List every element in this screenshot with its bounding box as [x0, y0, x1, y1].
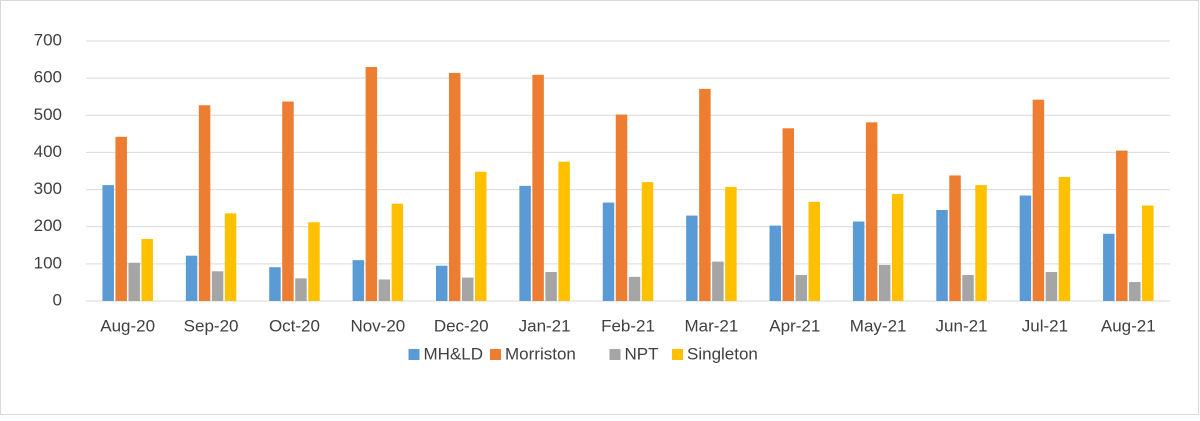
bar	[975, 185, 987, 301]
x-tick-label: Aug-21	[1101, 316, 1156, 335]
legend-swatch	[609, 349, 621, 360]
x-tick-label: Mar-21	[684, 316, 738, 335]
bar	[558, 161, 570, 301]
bar	[474, 171, 487, 301]
bar	[712, 261, 724, 301]
y-tick-label: 500	[34, 105, 62, 124]
bar	[602, 202, 615, 301]
bar	[699, 88, 711, 302]
x-tick-label: Nov-20	[350, 316, 405, 335]
bar	[782, 128, 795, 301]
bar	[308, 222, 320, 301]
bar	[141, 238, 153, 301]
bar	[1129, 282, 1141, 301]
bar	[641, 182, 654, 301]
legend-swatch	[408, 349, 420, 360]
bar	[1142, 205, 1154, 301]
y-tick-label: 0	[53, 290, 62, 309]
bar	[628, 276, 641, 301]
bar	[1058, 176, 1071, 301]
x-tick-label: Sep-20	[184, 316, 239, 335]
bar	[949, 175, 961, 301]
bar	[936, 210, 948, 301]
bar	[1032, 99, 1045, 301]
bar	[615, 114, 628, 302]
bar	[808, 201, 821, 301]
bar	[102, 185, 114, 301]
x-tick-label: Jul-21	[1022, 316, 1068, 335]
legend-label: MH&LD	[424, 344, 484, 363]
bar	[185, 255, 198, 301]
bar	[295, 278, 307, 301]
bar	[686, 215, 698, 301]
x-tick-label: Apr-21	[769, 316, 820, 335]
bar	[1045, 272, 1058, 301]
bar	[269, 267, 281, 301]
x-tick-label: Feb-21	[601, 316, 655, 335]
y-tick-label: 600	[34, 68, 62, 87]
x-tick-label: Oct-20	[269, 316, 320, 335]
bar	[461, 277, 474, 301]
legend-label: Singleton	[687, 344, 758, 363]
bar	[878, 264, 891, 301]
bar	[211, 271, 224, 301]
bar	[365, 67, 378, 301]
x-tick-label: Jun-21	[936, 316, 988, 335]
bar	[115, 136, 127, 301]
bar	[545, 272, 557, 301]
bar	[352, 260, 365, 301]
bar	[795, 275, 808, 301]
bar	[128, 262, 140, 301]
bar	[224, 213, 237, 301]
bar	[865, 122, 878, 301]
bar	[725, 186, 737, 301]
x-tick-label: Dec-20	[434, 316, 489, 335]
bar	[282, 101, 294, 302]
bar	[198, 105, 211, 301]
legend-swatch	[490, 349, 501, 360]
x-tick-label: Jan-21	[519, 316, 571, 335]
bar	[1103, 233, 1115, 301]
bar	[532, 74, 544, 301]
y-tick-label: 100	[34, 253, 62, 272]
bar	[435, 265, 448, 301]
bar	[519, 185, 531, 301]
bar	[378, 279, 391, 301]
bar	[852, 221, 865, 301]
x-tick-label: May-21	[850, 316, 907, 335]
bar	[962, 275, 974, 301]
y-tick-label: 200	[34, 216, 62, 235]
bar	[1019, 195, 1032, 301]
bar	[448, 72, 461, 301]
bar	[769, 225, 782, 301]
bar	[891, 194, 904, 301]
y-tick-label: 300	[34, 179, 62, 198]
y-tick-label: 400	[34, 142, 62, 161]
legend-label: Morriston	[505, 344, 576, 363]
legend-label: NPT	[625, 344, 659, 363]
legend-swatch	[672, 349, 683, 360]
y-tick-label: 700	[34, 30, 62, 49]
bar	[1116, 150, 1128, 301]
x-tick-label: Aug-20	[100, 316, 155, 335]
bar	[391, 203, 404, 301]
